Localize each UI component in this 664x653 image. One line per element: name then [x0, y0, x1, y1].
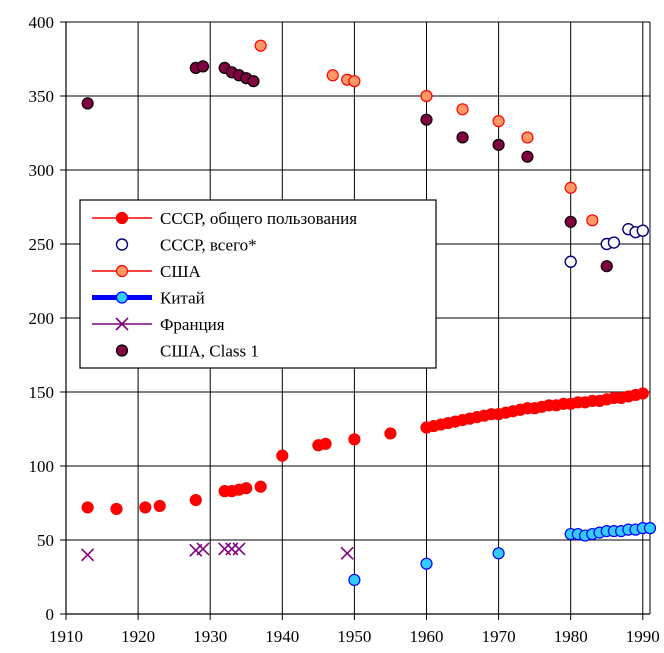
legend-label: Китай: [160, 289, 205, 308]
data-point-0-4: [189, 493, 202, 507]
x-tick-label: 1930: [193, 627, 227, 646]
data-point-legend-0: [115, 211, 129, 225]
series-1: [564, 222, 649, 268]
axes: [60, 21, 650, 620]
y-tick-label: 50: [37, 531, 54, 550]
data-point-2-0: [254, 39, 267, 52]
data-point-5-12: [564, 215, 577, 228]
data-point-1-2: [607, 236, 621, 249]
x-tick-label: 1910: [49, 627, 83, 646]
x-tick-label: 1980: [554, 627, 588, 646]
data-point-legend-5: [115, 344, 129, 357]
data-point-3-14: [643, 522, 657, 535]
data-point-legend-3: [115, 291, 129, 304]
data-point-4-0: [81, 548, 95, 562]
legend-label: США, Class 1: [160, 342, 259, 361]
data-point-3-2: [492, 547, 505, 560]
data-point-2-8: [564, 181, 577, 194]
data-point-0-1: [110, 502, 123, 516]
data-point-1-5: [636, 224, 649, 237]
legend-item: Франция: [92, 315, 225, 334]
data-point-2-4: [420, 89, 433, 103]
data-point-4-6: [340, 546, 354, 560]
legend-label: СССР, общего пользования: [160, 209, 357, 228]
data-point-0-10: [276, 449, 289, 462]
data-point-5-11: [521, 150, 534, 163]
series-2: [254, 39, 599, 227]
series-0: [81, 387, 649, 516]
data-point-2-5: [456, 103, 469, 116]
data-point-2-3: [348, 75, 361, 88]
data-point-0-12: [319, 437, 332, 450]
y-tick-label: 250: [29, 235, 55, 254]
legend-box: [79, 199, 437, 369]
data-point-2-7: [521, 131, 534, 144]
data-point-5-2: [196, 60, 210, 73]
data-point-0-8: [240, 482, 253, 495]
legend-label: СССР, всего*: [160, 236, 257, 255]
x-tick-label: 1970: [482, 627, 516, 646]
y-tick-label: 350: [29, 87, 55, 106]
data-point-0-2: [139, 501, 152, 514]
data-point-5-10: [492, 138, 505, 151]
data-point-2-6: [492, 115, 505, 128]
legend-item: СССР, общего пользования: [92, 209, 357, 228]
legend-item: США, Class 1: [115, 342, 259, 361]
data-point-0-45: [636, 387, 649, 400]
y-tick-label: 0: [46, 605, 55, 624]
legend-label: США: [160, 262, 201, 281]
y-tick-label: 400: [29, 13, 55, 32]
x-tick-label: 1950: [337, 627, 371, 646]
y-tick-label: 150: [29, 383, 55, 402]
data-point-4-5: [232, 542, 246, 556]
data-point-0-0: [81, 501, 94, 514]
data-point-3-0: [348, 573, 361, 587]
legend-item: Китай: [92, 289, 205, 308]
data-point-0-14: [384, 427, 397, 440]
y-tick-label: 300: [29, 161, 55, 180]
data-point-2-1: [326, 69, 339, 82]
x-tick-label: 1960: [409, 627, 443, 646]
data-point-5-13: [600, 260, 613, 273]
legend-item: США: [92, 262, 201, 281]
x-tick-label: 1990: [626, 627, 660, 646]
data-point-3-1: [420, 557, 433, 570]
series-4: [81, 542, 354, 562]
series-5: [81, 60, 613, 273]
data-point-legend-1: [115, 238, 129, 251]
series-3: [348, 522, 657, 587]
x-tick-label: 1940: [265, 627, 299, 646]
data-points: [81, 39, 657, 587]
data-point-5-0: [81, 97, 94, 110]
data-point-5-7: [247, 75, 260, 88]
legend: СССР, общего пользования СССР, всего* США К…: [79, 199, 437, 369]
data-point-2-9: [586, 214, 599, 227]
data-point-5-8: [420, 113, 433, 126]
data-point-0-3: [153, 499, 166, 513]
data-point-1-0: [564, 255, 577, 268]
data-point-5-9: [456, 131, 469, 144]
x-tick-label: 1920: [121, 627, 155, 646]
legend-item: СССР, всего*: [115, 236, 257, 255]
y-tick-label: 100: [29, 457, 55, 476]
data-point-0-9: [254, 480, 267, 493]
data-point-legend-4: [115, 317, 129, 331]
data-point-4-2: [196, 542, 210, 556]
data-point-0-13: [348, 433, 361, 446]
y-tick-label: 200: [29, 309, 55, 328]
legend-label: Франция: [160, 315, 225, 334]
data-point-legend-2: [115, 264, 129, 278]
tick-labels: 0 50 100 150 200 250 300 350 400 1910 1920 1930 1940…: [29, 13, 660, 646]
